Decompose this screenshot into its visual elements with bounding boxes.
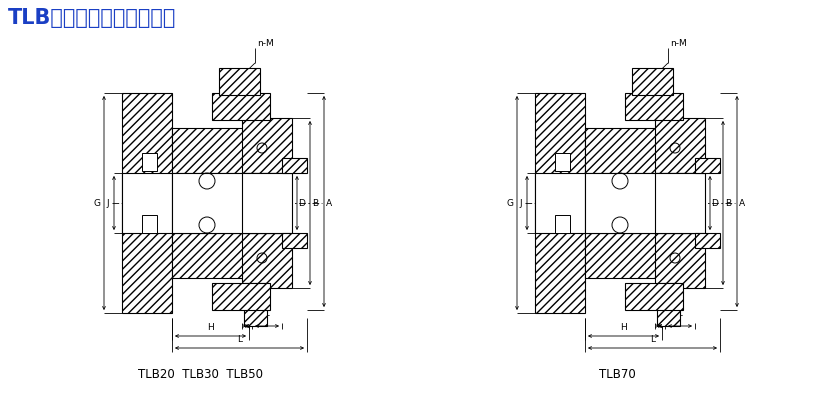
Bar — [625, 93, 683, 120]
Text: J: J — [106, 199, 109, 208]
Text: T: T — [265, 314, 269, 324]
Bar — [242, 118, 292, 173]
Text: S: S — [658, 314, 662, 324]
Text: D: D — [298, 199, 305, 208]
Bar — [244, 283, 267, 326]
Bar — [122, 93, 172, 313]
Text: B: B — [312, 199, 318, 208]
Bar — [172, 173, 287, 233]
Bar — [172, 128, 287, 173]
Bar — [555, 153, 570, 171]
Text: D: D — [711, 199, 718, 208]
Bar — [632, 68, 673, 95]
Text: G: G — [506, 199, 514, 208]
Text: n-M: n-M — [257, 39, 274, 48]
Text: I: I — [657, 314, 660, 324]
Text: TLB经济钢珠型扭矩限制器: TLB经济钢珠型扭矩限制器 — [8, 8, 176, 28]
Bar — [242, 173, 292, 233]
Text: G: G — [94, 199, 101, 208]
Bar — [585, 173, 700, 233]
Bar — [695, 233, 720, 248]
Text: B: B — [725, 199, 731, 208]
Text: n-M: n-M — [670, 39, 687, 48]
Bar — [585, 128, 700, 173]
Bar — [172, 233, 287, 278]
Bar — [122, 173, 172, 233]
Bar — [535, 93, 585, 313]
Text: H: H — [207, 324, 214, 332]
Bar — [555, 215, 570, 233]
Bar — [212, 93, 270, 120]
Bar — [695, 158, 720, 173]
Bar — [655, 233, 705, 288]
Text: A: A — [326, 199, 332, 208]
Bar — [282, 233, 307, 248]
Bar — [657, 283, 680, 326]
Text: J: J — [520, 199, 522, 208]
Text: H: H — [620, 324, 627, 332]
Text: I: I — [245, 314, 246, 324]
Text: L: L — [237, 336, 242, 345]
Bar — [655, 118, 705, 173]
Bar — [625, 283, 683, 310]
Text: A: A — [739, 199, 745, 208]
Text: TLB70: TLB70 — [598, 368, 635, 382]
Bar — [242, 233, 292, 288]
Bar — [142, 153, 157, 171]
Bar — [219, 68, 260, 95]
Text: TLB20  TLB30  TLB50: TLB20 TLB30 TLB50 — [137, 368, 262, 382]
Text: T: T — [678, 314, 682, 324]
Bar — [142, 215, 157, 233]
Bar — [212, 283, 270, 310]
Bar — [282, 158, 307, 173]
Bar — [585, 233, 700, 278]
Text: L: L — [650, 336, 655, 345]
Bar — [535, 173, 585, 233]
Text: S: S — [245, 314, 250, 324]
Bar — [655, 173, 705, 233]
